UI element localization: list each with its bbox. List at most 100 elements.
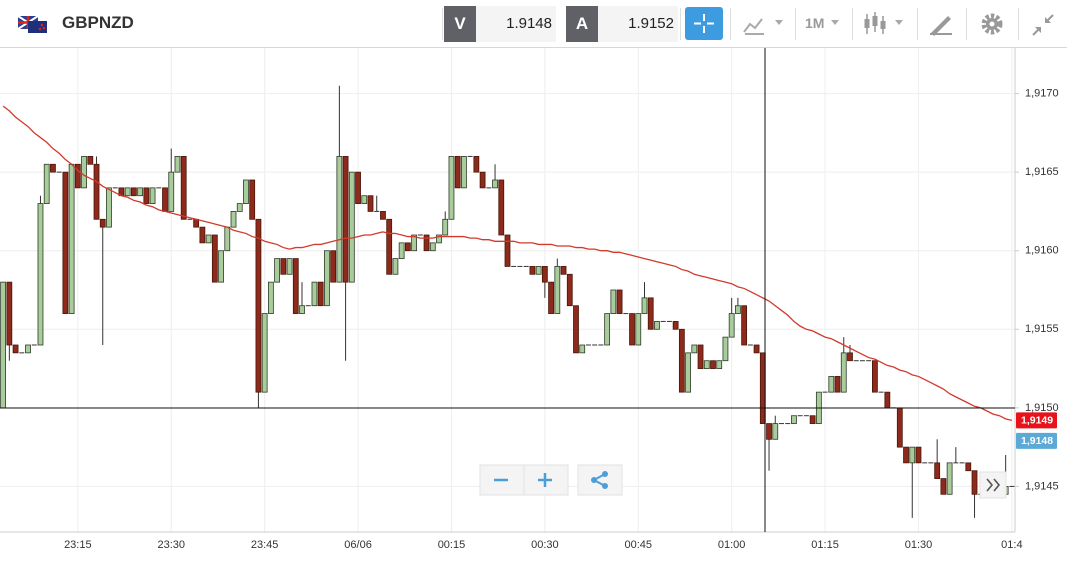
y-tick-label: 1,9170 xyxy=(1025,87,1059,99)
separator xyxy=(680,8,681,40)
candle-body xyxy=(386,218,393,275)
settings-button[interactable] xyxy=(979,12,1005,38)
candle-body xyxy=(292,258,299,314)
candle-body xyxy=(398,242,405,259)
price-label-box xyxy=(1016,432,1057,449)
ask-tag[interactable]: A xyxy=(566,6,598,42)
price-label: 1,9148 xyxy=(1021,435,1053,447)
candle-body xyxy=(828,376,835,393)
candle-body xyxy=(573,305,579,354)
chart-type-button[interactable] xyxy=(742,14,790,36)
x-tick-label: 01:30 xyxy=(905,539,933,551)
candle-body xyxy=(81,156,87,189)
candle-body xyxy=(641,297,648,314)
x-tick-label: 00:45 xyxy=(625,539,653,551)
candle-body xyxy=(436,234,442,244)
bid-tag[interactable]: V xyxy=(444,6,476,42)
candle-body xyxy=(249,179,256,220)
price-label-box xyxy=(1016,412,1057,429)
candle-body xyxy=(274,258,280,283)
candle-body xyxy=(6,281,13,346)
toolbar: GBPNZD V 1.9148 A 1.9152 1M xyxy=(0,0,1067,48)
flag-icon xyxy=(18,16,47,33)
candle-body xyxy=(610,289,617,314)
candle-body xyxy=(703,360,710,369)
bid-price[interactable]: 1.9148 xyxy=(476,6,556,42)
x-tick-label: 00:15 xyxy=(438,539,466,551)
candle-body xyxy=(280,258,287,275)
ask-price[interactable]: 1.9152 xyxy=(598,6,678,42)
candle-body xyxy=(872,360,878,393)
candle-body xyxy=(43,163,50,204)
candle-body xyxy=(772,423,779,440)
separator xyxy=(852,8,853,40)
separator xyxy=(966,8,967,40)
candle-body xyxy=(267,281,274,314)
candle-body xyxy=(143,187,150,204)
y-tick-label: 1,9150 xyxy=(1025,402,1059,414)
candle-body xyxy=(909,446,916,464)
candle-body xyxy=(50,163,56,173)
candle-body xyxy=(492,179,498,189)
candle-body xyxy=(541,266,548,283)
candle-body xyxy=(504,234,511,267)
candle-body xyxy=(230,211,237,228)
candle-body xyxy=(62,171,69,314)
candle-body xyxy=(697,344,704,369)
candle-body xyxy=(149,187,156,204)
x-tick-label: 01:15 xyxy=(811,539,839,551)
candle-body xyxy=(934,462,941,479)
candle-body xyxy=(896,407,903,448)
y-tick-label: 1,9145 xyxy=(1025,480,1059,492)
candle-body xyxy=(367,195,374,212)
share-button[interactable] xyxy=(577,464,623,496)
candle-body xyxy=(946,462,953,495)
y-tick-label: 1,9165 xyxy=(1025,166,1059,178)
candle-body xyxy=(106,187,112,228)
candle-body xyxy=(180,156,187,220)
candle-body xyxy=(236,203,243,212)
candle-body xyxy=(218,250,224,283)
candle-body xyxy=(560,266,567,275)
candle-body xyxy=(965,462,972,472)
x-tick-label: 01:00 xyxy=(718,539,746,551)
candle-body xyxy=(99,218,106,228)
double-chevron-icon xyxy=(986,478,1001,492)
candle-body xyxy=(211,234,218,283)
candle-body xyxy=(728,313,735,338)
candle-body xyxy=(404,242,411,252)
y-tick-label: 1,9160 xyxy=(1025,245,1059,257)
separator xyxy=(917,8,918,40)
separator xyxy=(730,8,731,40)
candle-body xyxy=(616,289,623,314)
candle-body xyxy=(529,266,536,275)
candle-body xyxy=(74,163,81,189)
candle-body xyxy=(691,344,698,354)
caret xyxy=(831,20,839,25)
candle-body xyxy=(168,171,175,212)
candle-body xyxy=(735,305,741,314)
candle-body xyxy=(137,187,143,197)
candle-body xyxy=(604,313,611,346)
candle-body xyxy=(535,266,542,275)
candle-body xyxy=(473,156,480,173)
price-label: 1,9149 xyxy=(1021,415,1053,427)
x-tick-label: 01:4 xyxy=(1001,539,1022,551)
candle-body xyxy=(809,415,816,424)
grid xyxy=(0,48,1015,532)
candle-body xyxy=(342,156,349,283)
candle-type-button[interactable] xyxy=(862,11,910,37)
candle-body xyxy=(971,470,978,495)
timeframe[interactable]: 1M xyxy=(805,15,825,31)
collapse-button[interactable] xyxy=(1030,12,1056,38)
candle-body xyxy=(548,281,554,314)
candle-body xyxy=(255,218,262,393)
candle-body xyxy=(317,281,324,307)
candle-body xyxy=(442,218,449,236)
crosshair-button[interactable] xyxy=(685,7,723,40)
candle-body xyxy=(93,163,100,220)
draw-button[interactable] xyxy=(928,12,954,36)
separator xyxy=(795,8,796,40)
candle-body xyxy=(392,258,399,275)
candle-body xyxy=(193,218,200,228)
